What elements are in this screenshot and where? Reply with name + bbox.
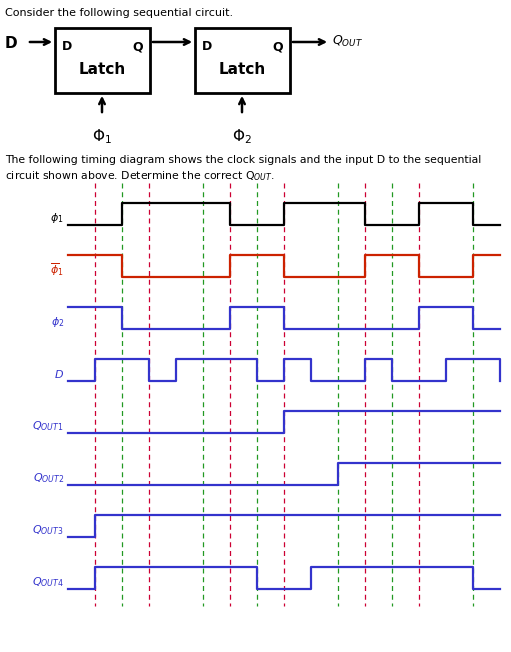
- Text: $Q_{OUT3}$: $Q_{OUT3}$: [32, 523, 64, 537]
- Bar: [55, 28, 150, 93]
- Text: Latch: Latch: [218, 63, 266, 78]
- Text: $Q_{OUT1}$: $Q_{OUT1}$: [32, 419, 64, 433]
- Text: $\overline{\phi}_1$: $\overline{\phi}_1$: [50, 261, 64, 278]
- Text: D: D: [62, 40, 72, 53]
- Text: Latch: Latch: [78, 63, 126, 78]
- Text: circuit shown above. Determine the correct Q$_{OUT}$.: circuit shown above. Determine the corre…: [5, 169, 274, 183]
- Text: $D$: $D$: [54, 368, 64, 380]
- Text: Consider the following sequential circuit.: Consider the following sequential circui…: [5, 8, 233, 18]
- Text: D: D: [202, 40, 212, 53]
- Bar: [195, 28, 290, 93]
- Text: $\Phi_1$: $\Phi_1$: [92, 127, 112, 145]
- Text: The following timing diagram shows the clock signals and the input D to the sequ: The following timing diagram shows the c…: [5, 155, 481, 165]
- Text: $\Phi_2$: $\Phi_2$: [232, 127, 252, 145]
- Text: D: D: [5, 37, 17, 52]
- Text: Q: Q: [272, 40, 283, 53]
- Text: $Q_{OUT2}$: $Q_{OUT2}$: [33, 471, 64, 485]
- Text: $\phi_2$: $\phi_2$: [51, 315, 64, 329]
- Text: Q: Q: [132, 40, 143, 53]
- Text: $Q_{OUT}$: $Q_{OUT}$: [332, 34, 363, 49]
- Text: $\phi_1$: $\phi_1$: [51, 211, 64, 225]
- Text: $Q_{OUT4}$: $Q_{OUT4}$: [32, 575, 64, 589]
